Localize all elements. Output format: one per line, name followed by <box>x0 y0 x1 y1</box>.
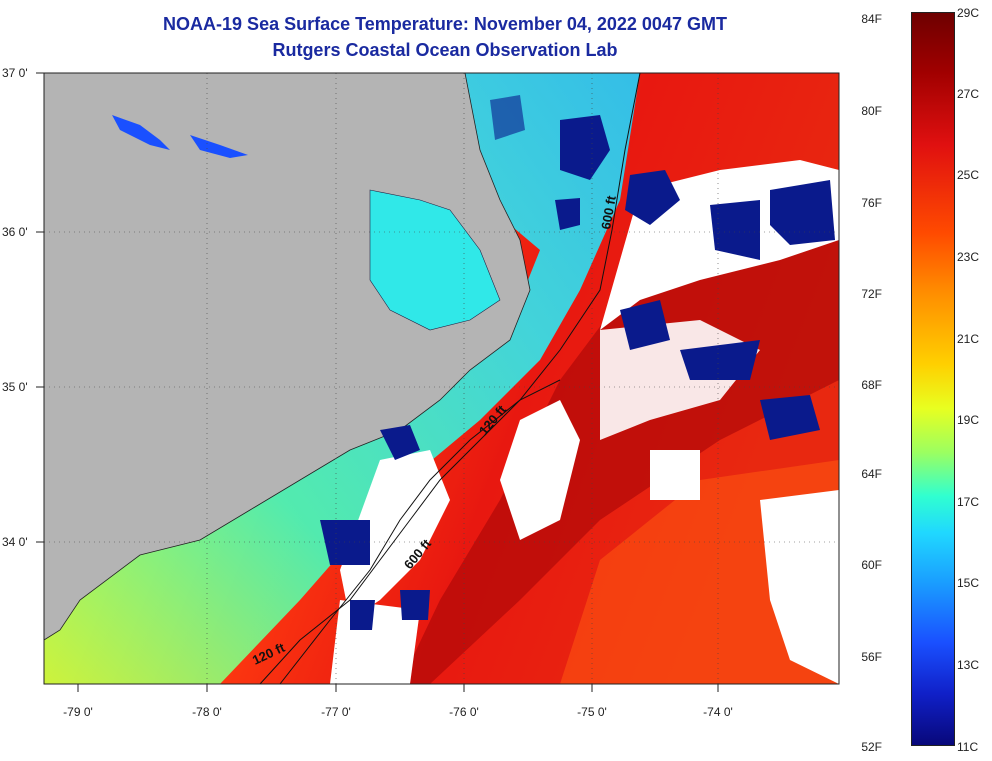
axis-ticks <box>36 72 719 692</box>
colorbar-c-29: 29C <box>957 6 980 20</box>
lon-label-74: -74 0' <box>703 705 733 719</box>
colorbar-f-76: 76F <box>861 196 882 210</box>
lon-label-78: -78 0' <box>192 705 222 719</box>
graticule <box>44 73 839 684</box>
lon-label-79: -79 0' <box>63 705 93 719</box>
lon-label-76: -76 0' <box>449 705 479 719</box>
colorbar-c-25: 25C <box>957 168 980 182</box>
colorbar-c-11: 11C <box>957 740 979 754</box>
colorbar-f-84: 84F <box>861 12 882 26</box>
colorbar-c-23: 23C <box>957 250 980 264</box>
lon-label-77: -77 0' <box>321 705 351 719</box>
colorbar-c-27: 27C <box>957 87 980 101</box>
colorbar-c-15: 15C <box>957 576 980 590</box>
colorbar-c-13: 13C <box>957 658 980 672</box>
colorbar-f-64: 64F <box>861 467 882 481</box>
cold-patches <box>320 95 835 630</box>
lat-label-35: 35 0' <box>2 380 28 394</box>
colorbar-f-52: 52F <box>861 740 882 754</box>
depth-label-600ft-north: 600 ft <box>598 194 619 231</box>
colorbar-f-56: 56F <box>861 650 882 664</box>
lat-label-34: 34 0' <box>2 535 28 549</box>
isobath-120ft <box>259 379 561 685</box>
pamlico-sound <box>369 189 501 331</box>
inland-lake-2 <box>190 135 248 158</box>
colorbar-f-80: 80F <box>861 104 882 118</box>
colorbar-f-68: 68F <box>861 378 882 392</box>
colorbar-f-72: 72F <box>861 287 882 301</box>
temperature-colorbar <box>911 12 955 746</box>
inland-lake-1 <box>112 115 170 150</box>
map-frame <box>43 72 840 685</box>
lon-label-75: -75 0' <box>577 705 607 719</box>
map-subtitle: Rutgers Coastal Ocean Observation Lab <box>272 40 618 60</box>
map-title: NOAA-19 Sea Surface Temperature: Novembe… <box>163 14 727 34</box>
lat-label-36: 36 0' <box>2 225 28 239</box>
colorbar-c-19: 19C <box>957 413 980 427</box>
colorbar-f-60: 60F <box>861 558 882 572</box>
lat-label-37: 37 0' <box>2 66 28 80</box>
colorbar-c-21: 21C <box>957 332 980 346</box>
colorbar-c-17: 17C <box>957 495 980 509</box>
isobath-600ft <box>279 72 641 685</box>
